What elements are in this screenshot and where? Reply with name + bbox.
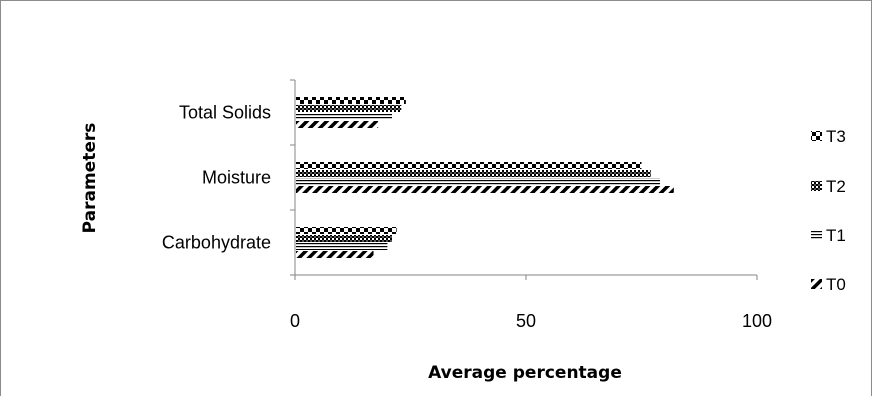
bar-carbohydrate-t2 <box>296 235 393 242</box>
legend: T3 T2 T1 T0 <box>811 127 846 294</box>
bar-total-solids-t0 <box>296 121 379 128</box>
x-tick-label: 50 <box>516 311 536 331</box>
legend-label-t0: T0 <box>826 275 846 294</box>
x-tick-label: 0 <box>290 311 300 331</box>
tick-labels-group: 0 50 100 Carbohydrate Moisture Total Solids <box>162 103 772 332</box>
legend-swatch-t0 <box>811 279 822 289</box>
bar-total-solids-t1 <box>296 113 393 120</box>
legend-swatch-t1 <box>811 230 822 240</box>
x-tick-label: 100 <box>742 311 772 331</box>
legend-swatch-t2 <box>811 181 822 191</box>
y-category-label: Moisture <box>202 168 271 188</box>
y-category-label: Carbohydrate <box>162 233 271 253</box>
bars-group <box>296 97 674 258</box>
legend-swatch-t3 <box>811 131 822 141</box>
legend-label-t3: T3 <box>826 127 846 146</box>
bar-total-solids-t3 <box>296 97 406 104</box>
bar-total-solids-t2 <box>296 105 402 112</box>
x-axis-title: Average percentage <box>428 363 622 383</box>
bar-moisture-t3 <box>296 162 642 169</box>
bar-moisture-t1 <box>296 178 660 185</box>
axes-group <box>290 79 758 280</box>
bar-moisture-t2 <box>296 170 651 177</box>
bar-carbohydrate-t3 <box>296 227 397 234</box>
bar-carbohydrate-t1 <box>296 243 388 250</box>
bar-carbohydrate-t0 <box>296 251 374 258</box>
y-axis-title: Parameters <box>80 123 100 234</box>
legend-label-t2: T2 <box>826 177 846 196</box>
legend-label-t1: T1 <box>826 226 846 245</box>
y-category-label: Total Solids <box>179 103 271 123</box>
bar-moisture-t0 <box>296 186 674 193</box>
